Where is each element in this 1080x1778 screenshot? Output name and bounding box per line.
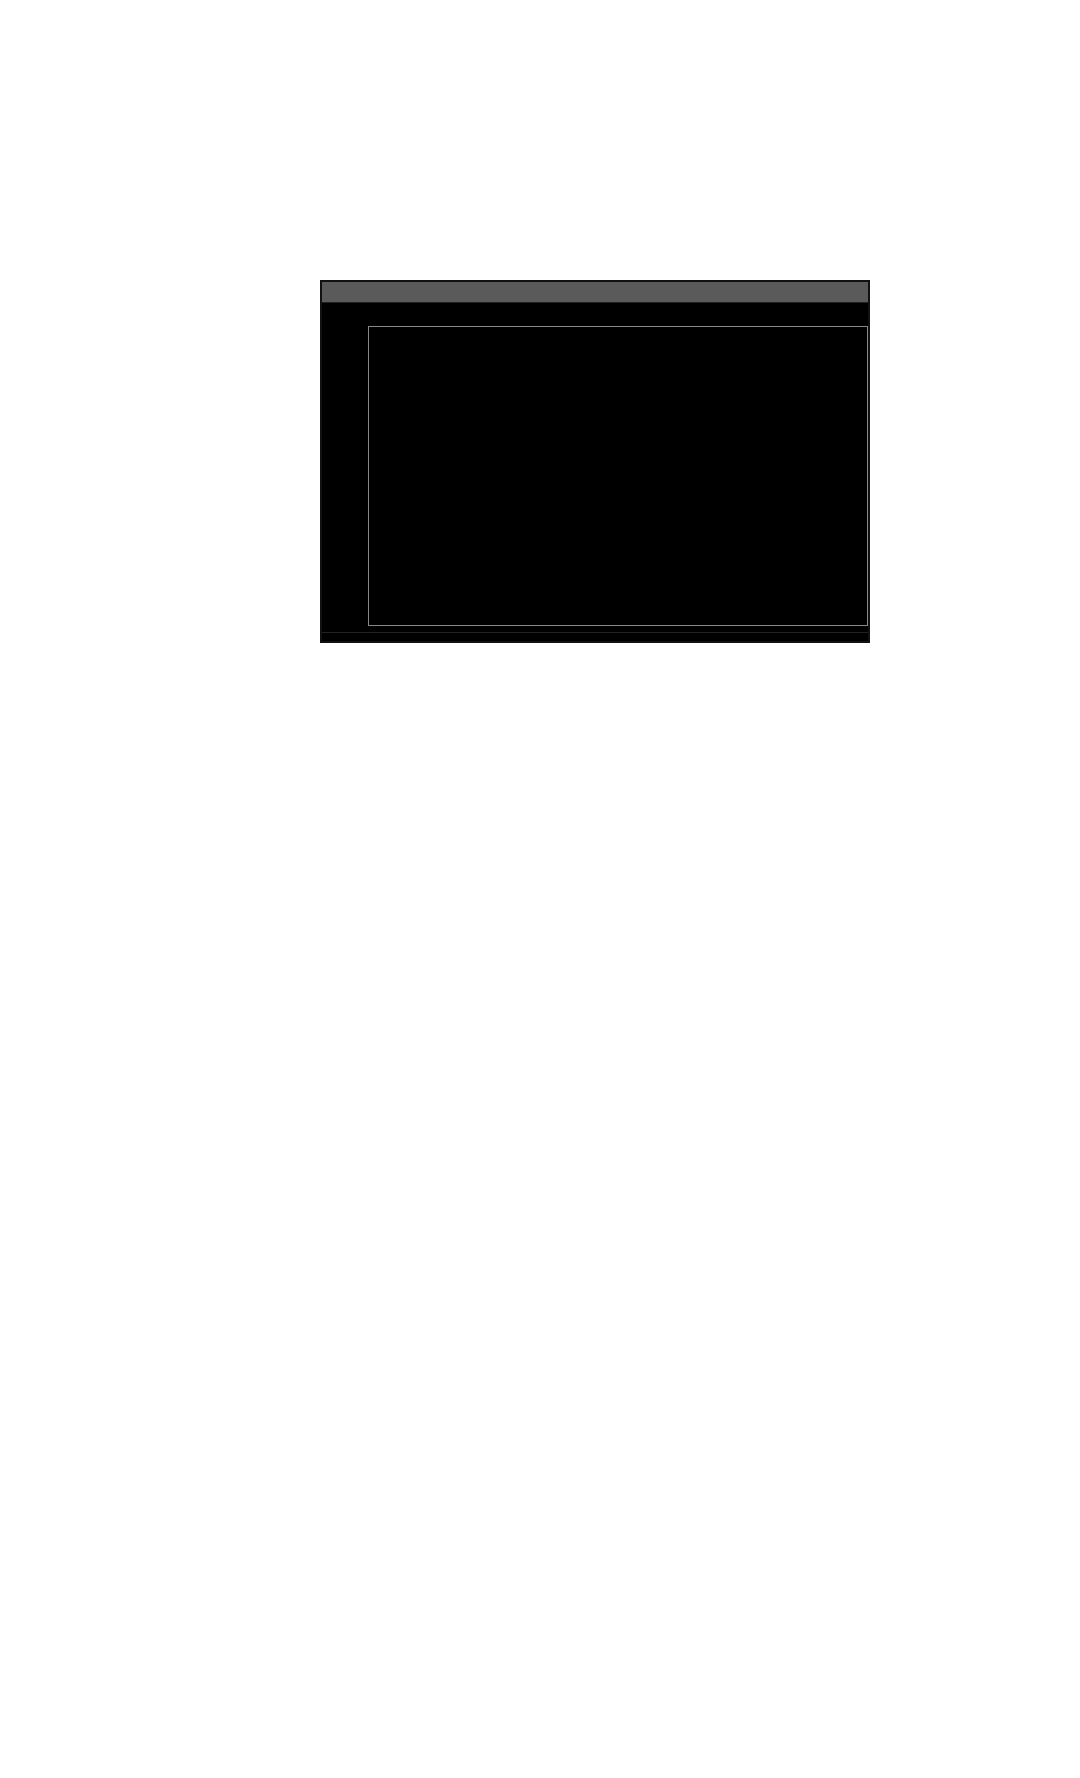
- analyzer-plot: [368, 326, 868, 626]
- figure-caption: [240, 236, 940, 262]
- analyzer-screenshot: [320, 280, 870, 643]
- analyzer-status: [322, 632, 868, 641]
- analyzer-topbar: [322, 282, 868, 303]
- analyzer-left-labels: [322, 326, 368, 626]
- analyzer-marker-readout: [322, 303, 868, 322]
- page-header: [180, 140, 940, 166]
